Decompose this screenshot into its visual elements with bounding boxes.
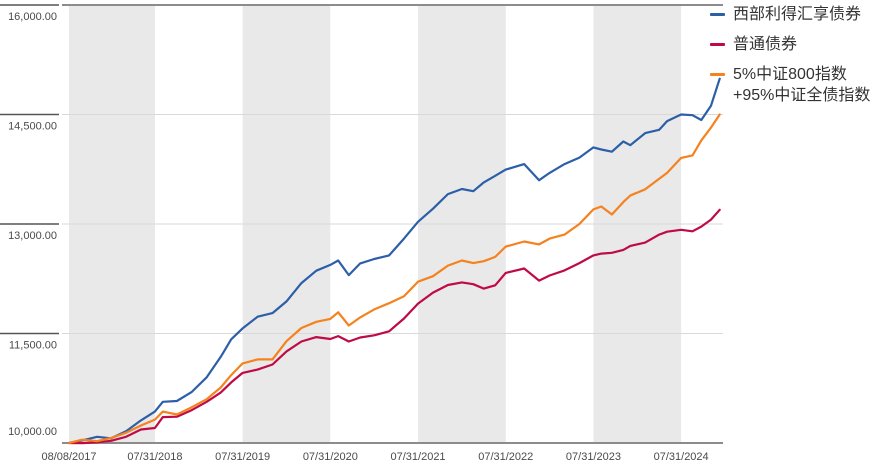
series-line: [67, 208, 721, 445]
legend-dash-icon: [710, 43, 725, 46]
x-axis-label: 07/31/2022: [478, 451, 533, 463]
legend-item-benchmark[interactable]: 5%中证800指数 +95%中证全债指数: [710, 64, 870, 106]
legend-label: 5%中证800指数 +95%中证全债指数: [733, 64, 870, 106]
legend-label-line1: 5%中证800指数: [733, 66, 847, 83]
x-axis-label: 07/31/2019: [215, 451, 270, 463]
series-line: [67, 77, 721, 445]
chart-legend: 西部利得汇享债券 普通债券 5%中证800指数 +95%中证全债指数: [710, 4, 870, 106]
x-axis-label: 08/08/2017: [41, 451, 96, 463]
y-axis-label: 16,000.00: [8, 11, 57, 23]
series-line: [67, 113, 721, 445]
legend-dash-icon: [710, 13, 725, 16]
y-axis-label: 14,500.00: [8, 121, 57, 133]
x-axis-label: 07/31/2021: [391, 451, 446, 463]
y-axis-label: 10,000.00: [8, 426, 57, 438]
y-axis-label: 13,000.00: [8, 230, 57, 242]
legend-dash-icon: [710, 73, 725, 76]
x-axis-label: 07/31/2018: [127, 451, 182, 463]
legend-label-line2: +95%中证全债指数: [733, 87, 871, 104]
x-axis-label: 07/31/2024: [654, 451, 709, 463]
x-axis-label: 07/31/2020: [303, 451, 358, 463]
legend-item-ordinary-bond[interactable]: 普通债券: [710, 34, 870, 55]
y-axis-label: 11,500.00: [9, 340, 57, 352]
legend-label: 西部利得汇享债券: [733, 6, 862, 23]
legend-label: 普通债券: [733, 36, 798, 53]
x-axis-label: 07/31/2023: [566, 451, 621, 463]
legend-item-fund[interactable]: 西部利得汇享债券: [710, 4, 870, 25]
